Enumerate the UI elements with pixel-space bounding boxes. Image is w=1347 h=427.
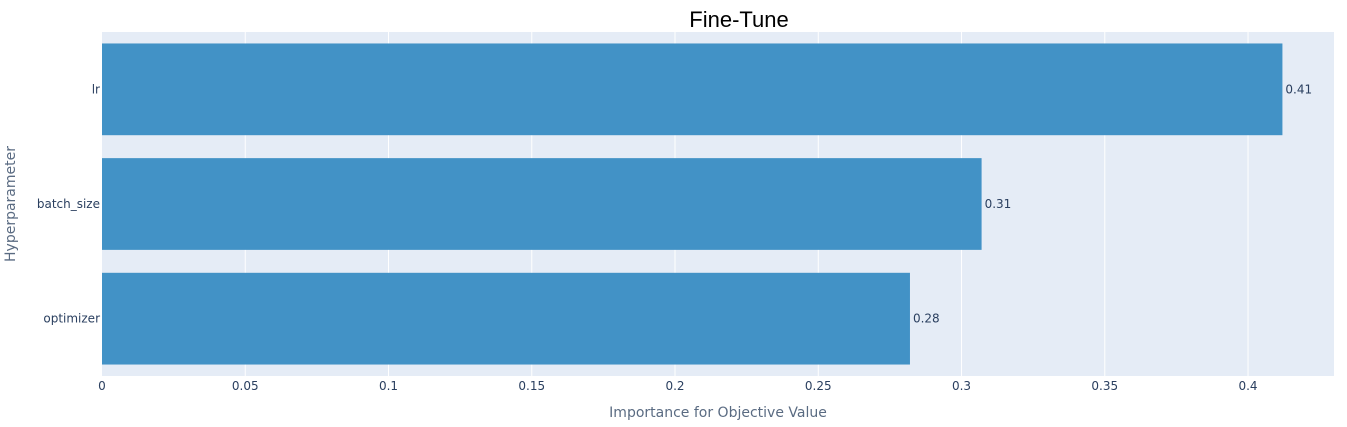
chart-title: Fine-Tune [689,7,788,32]
y-tick-labels: lr batch_size optimizer [37,82,100,325]
bar-optimizer [102,272,910,365]
bar-value-label: 0.28 [913,312,940,326]
bar-value-label: 0.31 [985,197,1012,211]
x-tick-label: 0.25 [805,379,832,393]
x-tick-label: 0.35 [1091,379,1118,393]
bar-value-label: 0.41 [1285,82,1312,96]
bar-batch-size [102,158,982,250]
bar-lr [102,43,1283,136]
x-tick-label: 0.15 [518,379,545,393]
y-axis-title: Hyperparameter [3,146,19,262]
y-tick-label: batch_size [37,197,100,211]
x-tick-label: 0.1 [379,379,398,393]
y-tick-label: lr [92,82,100,96]
x-tick-label: 0.05 [232,379,259,393]
bar-value-labels: 0.41 0.31 0.28 [913,82,1312,325]
bars [102,43,1283,365]
x-tick-labels: 0 0.05 0.1 0.15 0.2 0.25 0.3 0.35 0.4 [98,379,1257,393]
x-tick-label: 0.3 [952,379,971,393]
x-axis-title: Importance for Objective Value [609,405,827,421]
x-tick-label: 0 [98,379,106,393]
x-tick-label: 0.2 [665,379,684,393]
y-tick-label: optimizer [43,312,100,326]
x-tick-label: 0.4 [1238,379,1257,393]
